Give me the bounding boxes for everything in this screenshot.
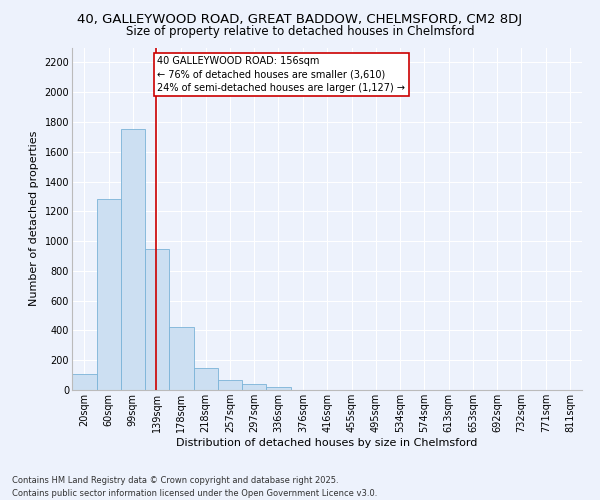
Bar xyxy=(121,130,145,390)
Bar xyxy=(266,387,291,390)
Text: Size of property relative to detached houses in Chelmsford: Size of property relative to detached ho… xyxy=(125,25,475,38)
Bar xyxy=(97,200,121,390)
Bar xyxy=(72,374,97,390)
Y-axis label: Number of detached properties: Number of detached properties xyxy=(29,131,39,306)
Bar xyxy=(218,380,242,390)
Text: Contains HM Land Registry data © Crown copyright and database right 2025.
Contai: Contains HM Land Registry data © Crown c… xyxy=(12,476,377,498)
Bar xyxy=(145,248,169,390)
Bar xyxy=(194,368,218,390)
X-axis label: Distribution of detached houses by size in Chelmsford: Distribution of detached houses by size … xyxy=(176,438,478,448)
Bar xyxy=(169,328,194,390)
Text: 40, GALLEYWOOD ROAD, GREAT BADDOW, CHELMSFORD, CM2 8DJ: 40, GALLEYWOOD ROAD, GREAT BADDOW, CHELM… xyxy=(77,12,523,26)
Text: 40 GALLEYWOOD ROAD: 156sqm
← 76% of detached houses are smaller (3,610)
24% of s: 40 GALLEYWOOD ROAD: 156sqm ← 76% of deta… xyxy=(157,56,406,93)
Bar xyxy=(242,384,266,390)
